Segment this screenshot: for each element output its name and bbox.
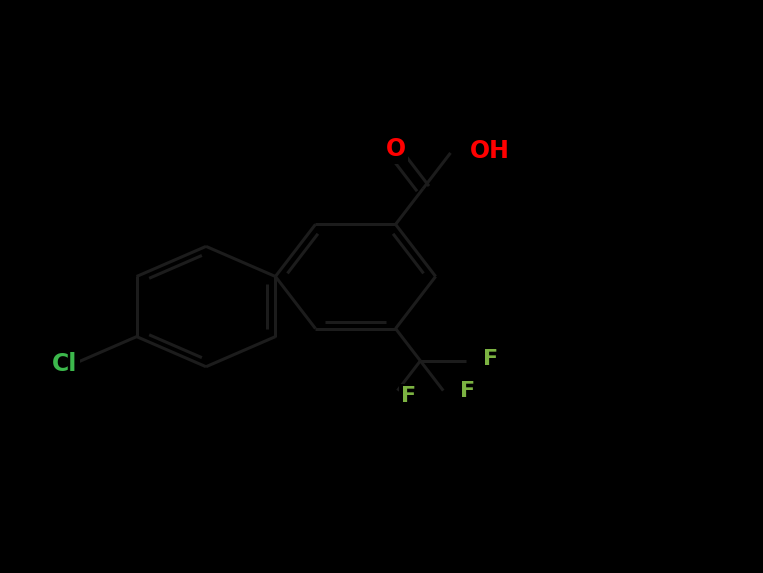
Text: O: O (385, 138, 406, 162)
Text: F: F (483, 349, 498, 369)
Text: F: F (401, 386, 417, 406)
Text: F: F (460, 380, 475, 401)
Text: OH: OH (469, 139, 510, 163)
Text: Cl: Cl (52, 352, 77, 376)
